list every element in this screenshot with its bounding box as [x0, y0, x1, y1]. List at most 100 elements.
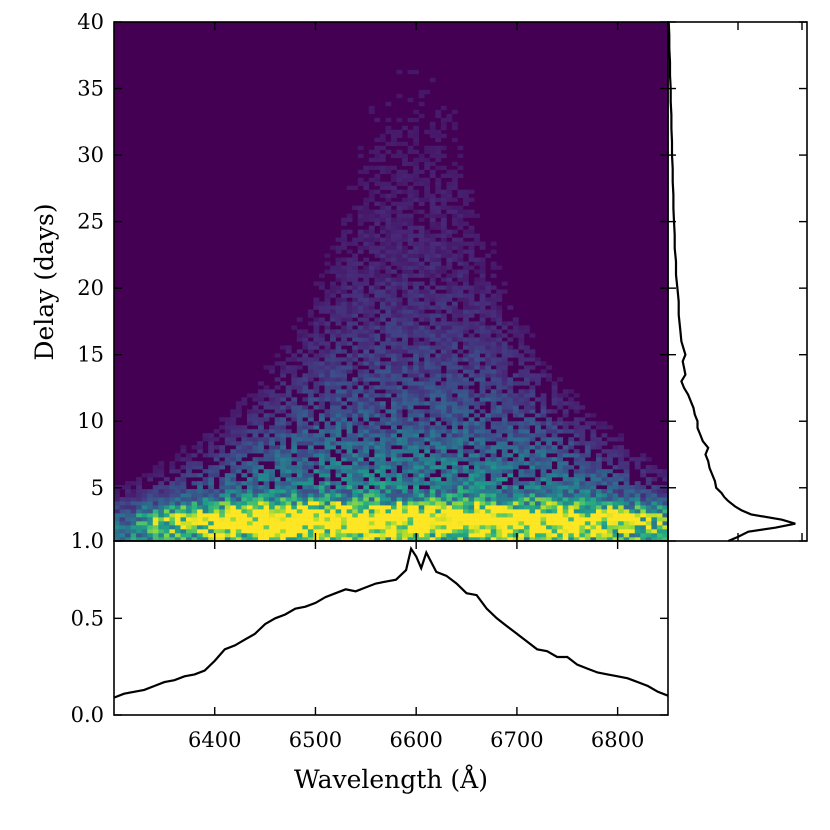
heatmap-cell: [512, 457, 519, 462]
heatmap-cell: [158, 469, 165, 474]
heatmap-cell: [307, 377, 314, 382]
heatmap-cell: [512, 521, 519, 526]
heatmap-cell: [512, 437, 519, 442]
heatmap-cell: [324, 505, 331, 510]
heatmap-cell: [352, 309, 359, 314]
heatmap-cell: [391, 521, 397, 526]
heatmap-cell: [335, 257, 342, 262]
heatmap-cell: [318, 301, 325, 306]
heatmap-cell: [396, 349, 403, 354]
heatmap-cell: [402, 397, 408, 402]
heatmap-cell: [424, 465, 431, 470]
heatmap-cell: [385, 221, 392, 226]
heatmap-cell: [568, 501, 575, 506]
heatmap-cell: [623, 501, 630, 506]
heatmap-cell: [601, 469, 608, 474]
heatmap-cell: [368, 149, 375, 155]
heatmap-cell: [285, 469, 292, 474]
heatmap-cell: [363, 481, 370, 486]
heatmap-cell: [424, 497, 431, 502]
heatmap-cell: [363, 317, 370, 322]
heatmap-cell: [540, 405, 547, 410]
heatmap-cell: [512, 349, 519, 354]
heatmap-cell: [224, 461, 231, 466]
heatmap-cell: [114, 521, 120, 526]
heatmap-cell: [496, 265, 503, 270]
heatmap-cell: [535, 493, 541, 498]
heatmap-cell: [623, 485, 630, 490]
heatmap-cell: [463, 241, 469, 246]
heatmap-cell: [413, 393, 419, 398]
heatmap-cell: [119, 517, 126, 522]
heatmap-cell: [230, 469, 237, 474]
heatmap-cell: [429, 249, 436, 254]
heatmap-cell: [385, 481, 392, 486]
heatmap-cell: [341, 521, 347, 526]
heatmap-cell: [368, 213, 375, 218]
heatmap-cell: [451, 309, 458, 314]
heatmap-cell: [152, 473, 159, 478]
heatmap-cell: [219, 525, 226, 530]
heatmap-cell: [590, 485, 597, 490]
heatmap-cell: [429, 317, 436, 322]
heatmap-cell: [302, 373, 309, 378]
heatmap-cell: [274, 509, 281, 514]
heatmap-cell: [197, 481, 203, 486]
heatmap-cell: [440, 385, 447, 390]
heatmap-cell: [274, 505, 281, 510]
heatmap-cell: [346, 381, 353, 386]
heatmap-cell: [479, 245, 486, 250]
heatmap-cell: [551, 481, 558, 486]
heatmap-cell: [197, 529, 203, 534]
heatmap-cell: [269, 413, 275, 418]
heatmap-cell: [424, 229, 431, 234]
heatmap-cell: [429, 277, 436, 282]
heatmap-cell: [479, 321, 486, 326]
heatmap-cell: [235, 493, 242, 498]
heatmap-cell: [485, 461, 492, 466]
heatmap-cell: [435, 293, 442, 298]
heatmap-cell: [208, 537, 215, 542]
heatmap-cell: [535, 489, 541, 494]
heatmap-cell: [291, 357, 298, 362]
heatmap-cell: [385, 537, 392, 542]
heatmap-cell: [479, 421, 486, 426]
heatmap-cell: [463, 281, 469, 286]
heatmap-cell: [463, 517, 469, 522]
heatmap-cell: [352, 469, 359, 474]
heatmap-cell: [252, 413, 259, 418]
heatmap-cell: [197, 493, 203, 498]
heatmap-cell: [274, 517, 281, 522]
heatmap-cell: [396, 253, 403, 258]
heatmap-cell: [557, 421, 564, 426]
heatmap-cell: [280, 361, 287, 366]
heatmap-cell: [252, 409, 259, 414]
heatmap-cell: [241, 397, 248, 402]
heatmap-cell: [385, 101, 392, 107]
heatmap-cell: [424, 213, 431, 218]
heatmap-cell: [363, 413, 370, 418]
heatmap-cell: [501, 361, 508, 366]
heatmap-cell: [385, 273, 392, 278]
heatmap-cell: [213, 457, 220, 462]
heatmap-cell: [402, 441, 408, 446]
heatmap-cell: [601, 525, 608, 530]
heatmap-cell: [191, 517, 198, 522]
heatmap-cell: [224, 429, 231, 434]
heatmap-cell: [573, 529, 580, 534]
heatmap-cell: [402, 309, 408, 314]
heatmap-cell: [163, 497, 170, 502]
heatmap-cell: [385, 525, 392, 530]
heatmap-cell: [457, 145, 464, 151]
heatmap-cell: [307, 465, 314, 470]
heatmap-cell: [352, 205, 359, 210]
heatmap-cell: [457, 365, 464, 370]
heatmap-cell: [263, 413, 270, 418]
heatmap-cell: [368, 385, 375, 390]
heatmap-cell: [507, 485, 514, 490]
heatmap-cell: [413, 469, 419, 474]
heatmap-cell: [407, 333, 414, 338]
heatmap-cell: [246, 429, 253, 434]
heatmap-cell: [302, 333, 309, 338]
heatmap-cell: [147, 533, 154, 538]
